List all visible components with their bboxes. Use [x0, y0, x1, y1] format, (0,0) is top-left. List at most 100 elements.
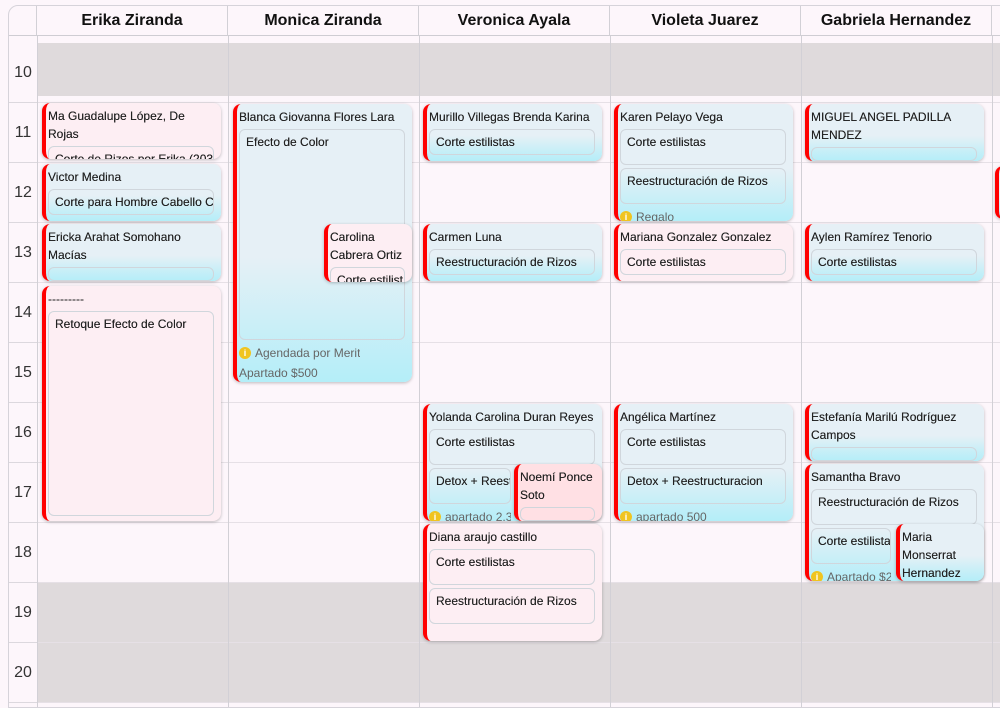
time-header-corner [9, 6, 37, 36]
hour-label: 20 [9, 643, 37, 703]
appointment-card[interactable] [995, 166, 1000, 219]
schedule-calendar: 10 11 12 13 14 15 16 17 18 19 20 Erika Ziranda Monic… [8, 5, 1000, 708]
appointment-client-name: Samantha Bravo [811, 470, 901, 484]
appointment-service[interactable]: Corte para Hombre Cabello C [48, 189, 214, 215]
hour-label: 10 [9, 43, 37, 103]
appointment-client-name: Ericka Arahat Somohano Macías [48, 230, 181, 262]
hour-label: 14 [9, 283, 37, 343]
hour-label: 15 [9, 343, 37, 403]
appointment-client-name: Yolanda Carolina Duran Reyes [429, 410, 594, 424]
unavailable-block [37, 43, 1000, 96]
appointment-card[interactable]: Karen Pelayo Vega Corte estilistas Reestru… [614, 104, 793, 221]
appointment-service[interactable]: Corte estilistas [429, 129, 595, 155]
appointment-client-name: Ma Guadalupe López, De Rojas [48, 109, 185, 141]
appointment-client-name: Angélica Martínez [620, 410, 717, 424]
column-header-stylist[interactable]: Monica Ziranda [228, 6, 419, 36]
appointment-card[interactable]: Carolina Cabrera Ortiz Corte estilist [324, 224, 412, 282]
column-divider [801, 36, 802, 707]
note-text: Regalo [636, 210, 675, 221]
info-icon: i [620, 211, 632, 221]
appointment-card[interactable]: Angélica Martínez Corte estilistas Detox +… [614, 404, 793, 521]
column-divider [610, 36, 611, 707]
hour-gridline [37, 522, 1000, 523]
appointment-client-name: Noemí Ponce Soto [520, 470, 593, 502]
appointment-service[interactable]: Corte estilistas [811, 249, 977, 275]
hour-label: 13 [9, 223, 37, 283]
appointment-service[interactable] [811, 147, 977, 161]
appointment-service[interactable]: Corte estilist [330, 267, 405, 282]
column-header-stylist[interactable]: Violeta Juarez [610, 6, 801, 36]
hour-label: 18 [9, 523, 37, 583]
appointment-service[interactable] [811, 447, 977, 461]
appointment-card[interactable]: Mariana Gonzalez Gonzalez Corte estilista… [614, 224, 793, 281]
appointment-card[interactable]: Diana araujo castillo Corte estilistas Ree… [423, 524, 602, 641]
appointment-service[interactable]: Detox + Reestructuracion [620, 468, 786, 504]
column-divider [228, 36, 229, 707]
hour-gridline [37, 402, 1000, 403]
appointment-service[interactable]: Retoque Efecto de Color [48, 311, 214, 516]
column-divider [37, 36, 38, 707]
note-text: apartado 500 [636, 510, 707, 521]
appointment-note: i apartado 2,3 [429, 507, 511, 521]
appointment-card[interactable]: Blanca Giovanna Flores Lara Efecto de Col… [233, 104, 412, 382]
appointment-service[interactable]: Corte estilistas [620, 429, 786, 465]
appointment-service[interactable]: Reestructuración de Rizos [811, 489, 977, 525]
appointment-client-name: Mariana Gonzalez Gonzalez [620, 230, 772, 244]
appointment-service[interactable]: Detox + Reestructuracion [429, 468, 511, 504]
note-text: apartado 200 [445, 278, 516, 281]
appointment-card[interactable]: Estefanía Marilú Rodríguez Campos [805, 404, 984, 461]
appointment-client-name: Maria Monserrat Hernandez [902, 530, 961, 580]
appointment-service[interactable]: Corte estilistas [620, 249, 786, 275]
appointment-service[interactable]: Reestructuración de Rizos [429, 249, 595, 275]
hour-gridline [37, 282, 1000, 283]
hour-gridline [37, 342, 1000, 343]
appointment-card[interactable]: Ericka Arahat Somohano Macías [42, 224, 221, 281]
appointment-service[interactable]: Corte de Rizos por Erika (203 [48, 146, 214, 159]
appointment-client-name: Carolina Cabrera Ortiz [330, 230, 403, 262]
appointment-client-name: Aylen Ramírez Tenorio [811, 230, 932, 244]
appointment-note: i Regalo [620, 207, 790, 221]
appointment-card[interactable]: Victor Medina Corte para Hombre Cabello C… [42, 164, 221, 221]
appointment-card[interactable]: Maria Monserrat Hernandez [896, 524, 984, 581]
info-icon: i [429, 511, 441, 521]
appointment-client-name: Estefanía Marilú Rodríguez Campos [811, 410, 957, 442]
appointment-client-name: Murillo Villegas Brenda Karina [429, 110, 590, 124]
appointment-service[interactable] [48, 267, 214, 281]
hour-label: 16 [9, 403, 37, 463]
appointment-service[interactable]: Corte estilistas [620, 129, 786, 165]
appointment-client-name: Karen Pelayo Vega [620, 110, 723, 124]
appointment-card[interactable]: Murillo Villegas Brenda Karina Corte esti… [423, 104, 602, 161]
info-icon: i [239, 347, 251, 359]
note-text: apartado 2,3 [445, 510, 511, 521]
appointment-card[interactable]: Carmen Luna Reestructuración de Rizos iapa… [423, 224, 602, 281]
appointment-note: Apartado $500 [239, 363, 409, 382]
appointment-service[interactable]: Reestructuración de Rizos [429, 588, 595, 624]
appointment-service[interactable] [520, 507, 595, 521]
appointment-service[interactable]: Corte estilistas [429, 429, 595, 465]
info-icon: i [620, 511, 632, 521]
column-header-stylist[interactable]: Gabriela Hernandez [801, 6, 992, 36]
appointment-card[interactable]: Ma Guadalupe López, De Rojas Corte de Riz… [42, 103, 221, 159]
appointment-note: i apartado 500 [620, 507, 790, 521]
appointment-client-name: Victor Medina [48, 170, 122, 184]
appointment-service[interactable]: Reestructuración de Rizos [620, 168, 786, 204]
appointment-card[interactable]: Noemí Ponce Soto [514, 464, 602, 521]
hour-gridline [37, 162, 1000, 163]
appointment-service[interactable]: Corte estilistas [429, 549, 595, 585]
column-header-stylist[interactable]: Erika Ziranda [37, 6, 228, 36]
appointment-client-name: Diana araujo castillo [429, 530, 538, 544]
hour-gridline [37, 102, 1000, 103]
hour-label: 19 [9, 583, 37, 643]
appointment-client-name: --------- [48, 292, 84, 306]
appointment-service[interactable]: Corte estilistas [811, 528, 891, 564]
note-text: Apartado $500 [239, 366, 318, 380]
column-header-stylist[interactable]: Veronica Ayala [419, 6, 610, 36]
hour-label: 17 [9, 463, 37, 523]
appointment-card[interactable]: MIGUEL ANGEL PADILLA MENDEZ [805, 104, 984, 161]
column-header-stylist[interactable] [992, 6, 1000, 36]
appointment-card[interactable]: Aylen Ramírez Tenorio Corte estilistas iAp… [805, 224, 984, 281]
info-icon: i [811, 571, 823, 581]
appointment-card[interactable]: --------- Retoque Efecto de Color [42, 286, 221, 521]
